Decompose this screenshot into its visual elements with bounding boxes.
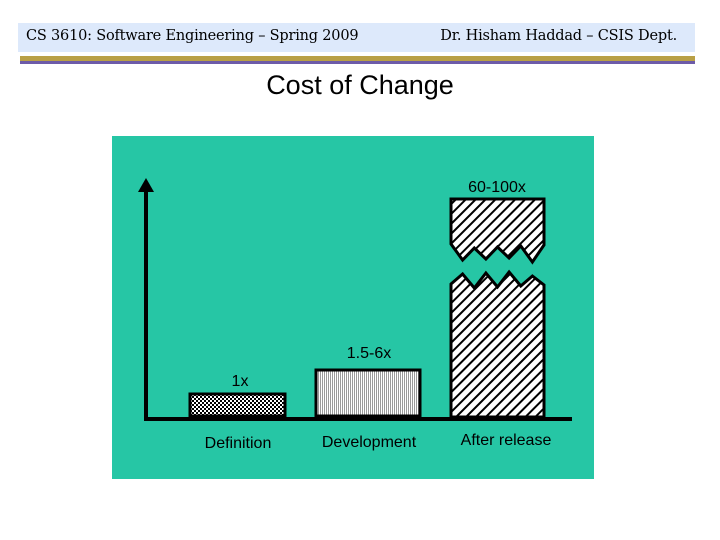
- y-axis-arrowhead: [138, 178, 154, 192]
- category-label-definition: Definition: [205, 435, 272, 452]
- bar-development: [314, 368, 422, 418]
- instructor-header: Dr. Hisham Haddad – CSIS Dept.: [440, 28, 677, 44]
- bar-after-release-top: [449, 197, 546, 265]
- header-rule-gold: [20, 56, 695, 61]
- slide-title: Cost of Change: [266, 70, 454, 100]
- bar-definition: [188, 392, 287, 418]
- bar-after-release-bottom: [449, 269, 546, 419]
- value-label-development: 1.5-6x: [347, 345, 391, 362]
- course-header: CS 3610: Software Engineering – Spring 2…: [26, 28, 359, 44]
- header-bar: [18, 23, 695, 52]
- value-label-after-release: 60-100x: [468, 179, 526, 196]
- cost-chart-svg: 1x 1.5-6x 60-100x Definition Development Afte…: [112, 136, 594, 479]
- header-rule-purple: [20, 61, 695, 64]
- category-label-development: Development: [322, 434, 417, 451]
- cost-chart: 1x 1.5-6x 60-100x Definition Development Afte…: [112, 136, 594, 479]
- category-label-after-release: After release: [461, 432, 552, 449]
- value-label-definition: 1x: [232, 373, 249, 390]
